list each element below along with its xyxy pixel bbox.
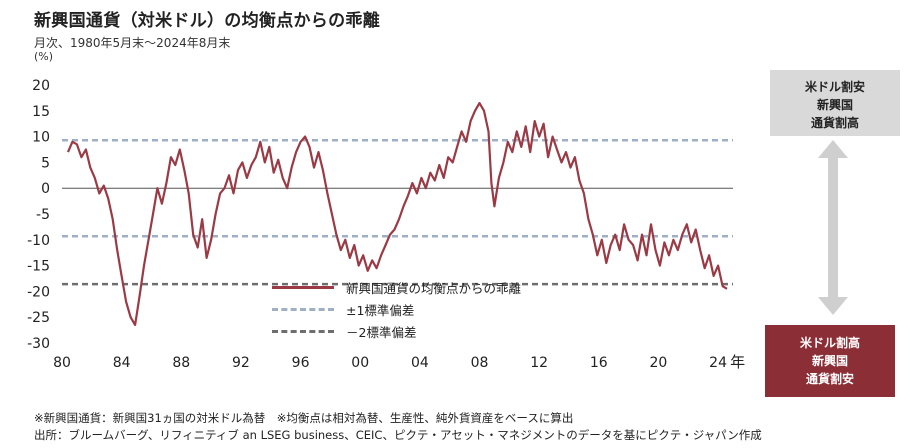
- double-arrow-icon: [818, 140, 848, 315]
- y-tick-label: -10: [27, 233, 50, 249]
- legend-swatch-1sd: [272, 307, 334, 311]
- legend: 新興国通貨の均衡点からの乖離 ±1標準偏差 －2標準偏差: [272, 276, 521, 342]
- series-line: [66, 101, 728, 326]
- x-tick-label: 08: [471, 355, 489, 371]
- usd-cheap-box: 米ドル割安 新興国 通貨割高: [770, 70, 900, 136]
- y-tick-label: -15: [27, 259, 50, 275]
- x-tick-label: 92: [232, 355, 250, 371]
- chart-subtitle: 月次、1980年5月末～2024年8月末: [34, 36, 231, 50]
- x-tick-label: 04: [411, 355, 429, 371]
- y-tick-label: 0: [41, 181, 50, 197]
- usd-expensive-box: 米ドル割高 新興国 通貨割安: [765, 325, 895, 397]
- x-axis-suffix: 年: [730, 353, 745, 371]
- usd-cheap-line-1: 米ドル割安: [804, 80, 865, 94]
- y-tick-label: -30: [27, 336, 50, 352]
- x-tick-label: 80: [53, 355, 71, 371]
- legend-swatch-2sd: [272, 329, 334, 333]
- footnotes: ※新興国通貨：新興国31ヵ国の対米ドル為替 ※均衡点は相対為替、生産性、純外貨資…: [34, 410, 762, 444]
- y-axis-unit: (%): [34, 50, 54, 63]
- series-group: [66, 101, 728, 326]
- legend-item-2sd: －2標準偏差: [272, 320, 521, 342]
- y-tick-label: -5: [36, 207, 50, 223]
- legend-label-2sd: －2標準偏差: [346, 324, 417, 340]
- x-tick-label: 12: [530, 355, 548, 371]
- y-tick-label: 20: [32, 78, 50, 94]
- legend-item-main: 新興国通貨の均衡点からの乖離: [272, 276, 521, 298]
- legend-label-1sd: ±1標準偏差: [346, 302, 415, 318]
- x-tick-labels: 80 84 88 92 96 00 04 08 12 16 20 24: [53, 355, 727, 371]
- legend-swatch-main: [272, 285, 334, 289]
- x-tick-label: 88: [172, 355, 190, 371]
- usd-cheap-line-2: 新興国: [816, 98, 853, 112]
- x-tick-label: 84: [113, 355, 131, 371]
- usd-expensive-line-1: 米ドル割高: [799, 336, 860, 350]
- reference-lines: [62, 138, 733, 286]
- legend-item-1sd: ±1標準偏差: [272, 298, 521, 320]
- usd-cheap-line-3: 通貨割高: [810, 116, 859, 130]
- footnote-definition: ※新興国通貨：新興国31ヵ国の対米ドル為替 ※均衡点は相対為替、生産性、純外貨資…: [34, 411, 574, 425]
- x-tick-label: 16: [590, 355, 608, 371]
- y-tick-labels: 20 15 10 5 0 -5 -10 -15 -20 -25 -30: [27, 78, 50, 352]
- usd-expensive-line-2: 新興国: [811, 354, 848, 368]
- x-tick-label: 96: [292, 355, 310, 371]
- y-tick-label: 5: [41, 155, 50, 171]
- footnote-source: 出所：ブルームバーグ、リフィニティブ an LSEG business、CEIC…: [34, 428, 762, 442]
- y-tick-label: -25: [27, 310, 50, 326]
- chart-title: 新興国通貨（対米ドル）の均衡点からの乖離: [34, 11, 380, 31]
- y-tick-label: 10: [32, 130, 50, 146]
- x-tick-label: 24: [709, 355, 727, 371]
- legend-label-main: 新興国通貨の均衡点からの乖離: [346, 280, 522, 296]
- y-tick-label: 15: [32, 104, 50, 120]
- x-tick-label: 20: [650, 355, 668, 371]
- usd-expensive-line-3: 通貨割安: [805, 372, 854, 386]
- y-tick-label: -20: [27, 284, 50, 300]
- x-tick-label: 00: [351, 355, 369, 371]
